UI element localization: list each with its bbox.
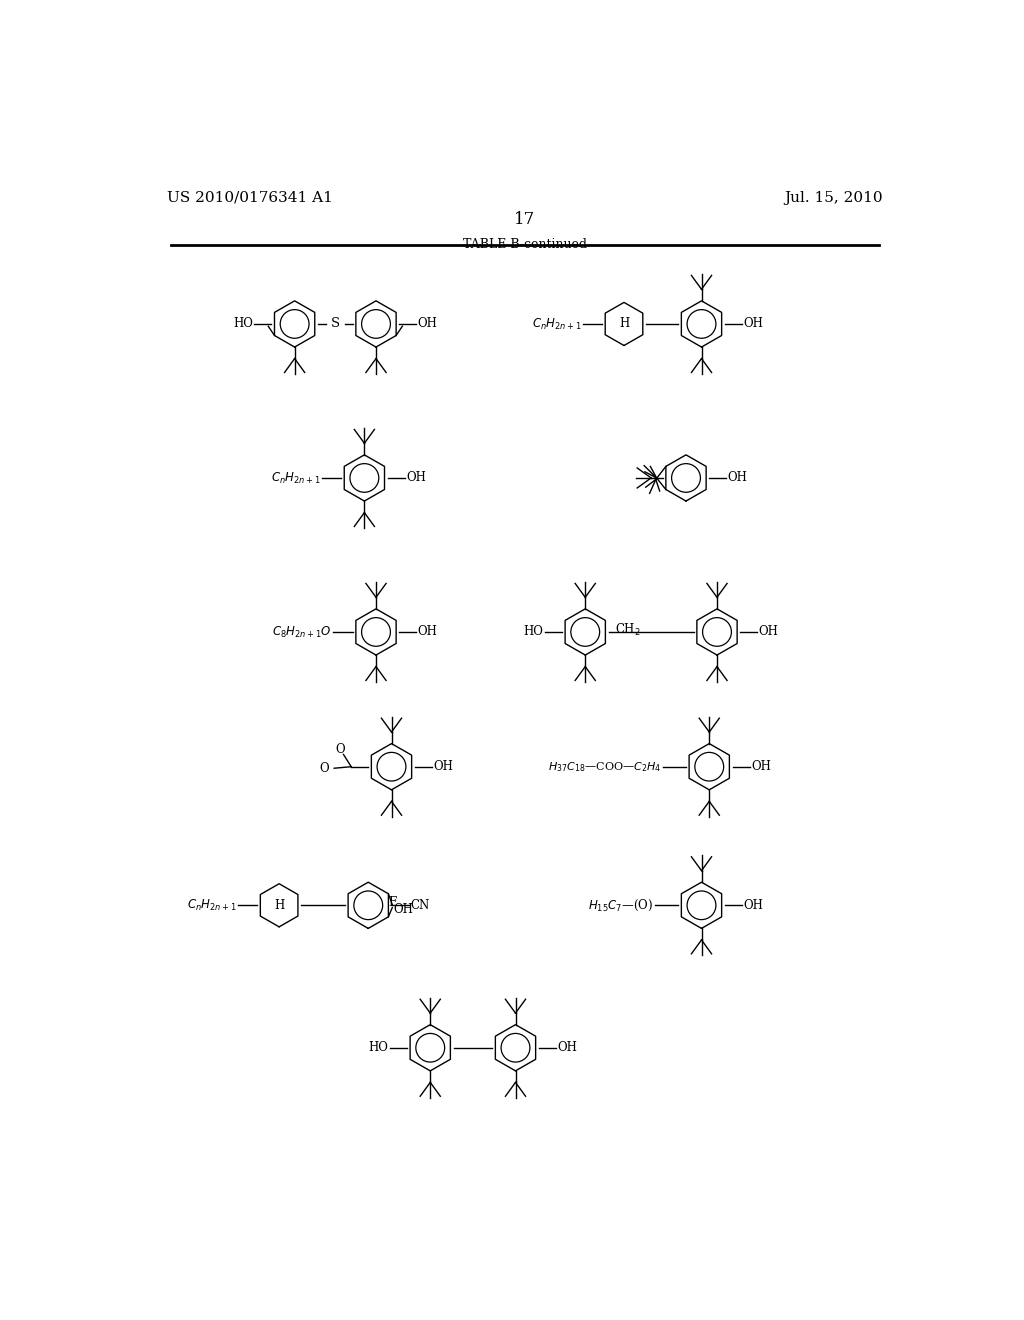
Text: OH: OH [728,471,748,484]
Text: HO: HO [523,626,544,639]
Text: TABLE B-continued: TABLE B-continued [463,238,587,251]
Text: HO: HO [232,317,253,330]
Text: OH: OH [751,760,771,774]
Text: H: H [274,899,285,912]
Text: O: O [319,762,330,775]
Text: OH: OH [407,471,426,484]
Text: H: H [618,317,629,330]
Text: OH: OH [557,1041,578,1055]
Text: $H_{37}C_{18}$—COO—$C_2H_4$: $H_{37}C_{18}$—COO—$C_2H_4$ [548,760,662,774]
Text: $C_nH_{2n+1}$: $C_nH_{2n+1}$ [186,898,237,913]
Text: HO: HO [369,1041,388,1055]
Text: S: S [331,317,340,330]
Text: Jul. 15, 2010: Jul. 15, 2010 [784,190,883,205]
Text: OH: OH [759,626,778,639]
Text: OH: OH [418,626,437,639]
Text: CH$_2$: CH$_2$ [614,622,640,639]
Text: O: O [336,743,345,756]
Text: OH: OH [394,903,414,916]
Text: OH: OH [743,899,763,912]
Text: $C_nH_{2n+1}$: $C_nH_{2n+1}$ [270,470,321,486]
Text: OH: OH [418,317,437,330]
Text: US 2010/0176341 A1: US 2010/0176341 A1 [167,190,333,205]
Text: OH: OH [433,760,454,774]
Text: 17: 17 [514,211,536,228]
Text: $H_{15}C_7$—(O): $H_{15}C_7$—(O) [589,898,653,913]
Text: CN: CN [410,899,429,912]
Text: $C_nH_{2n+1}$: $C_nH_{2n+1}$ [531,317,582,331]
Text: F: F [388,896,396,909]
Text: $C_8H_{2n+1}O$: $C_8H_{2n+1}O$ [272,624,332,639]
Text: OH: OH [743,317,763,330]
